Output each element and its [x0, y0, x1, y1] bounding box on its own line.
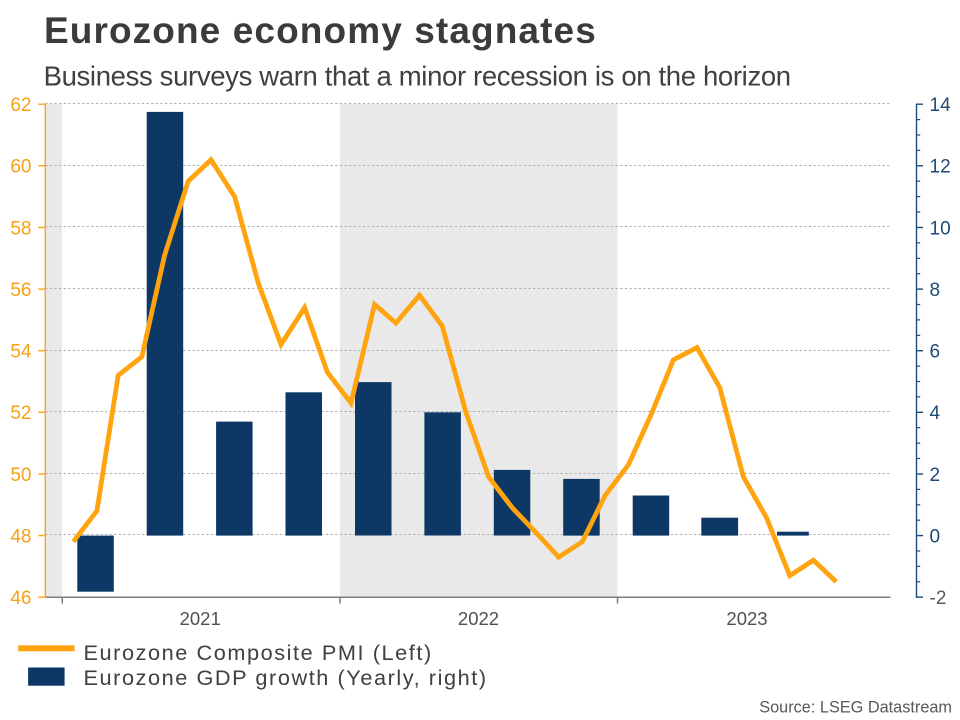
svg-text:Source: LSEG Datastream: Source: LSEG Datastream	[759, 699, 952, 717]
svg-text:2022: 2022	[458, 608, 499, 629]
svg-text:54: 54	[10, 342, 32, 363]
svg-text:60: 60	[10, 157, 31, 178]
svg-text:14: 14	[930, 95, 952, 116]
svg-text:56: 56	[10, 280, 31, 301]
svg-text:Eurozone GDP growth (Yearly, r: Eurozone GDP growth (Yearly, right)	[84, 665, 488, 690]
svg-text:48: 48	[10, 527, 31, 548]
svg-text:-2: -2	[930, 588, 947, 609]
svg-text:12: 12	[930, 157, 951, 178]
svg-text:Eurozone economy stagnates: Eurozone economy stagnates	[44, 10, 597, 51]
svg-text:58: 58	[10, 218, 31, 239]
svg-text:2023: 2023	[726, 608, 767, 629]
svg-text:4: 4	[930, 403, 941, 424]
svg-text:2021: 2021	[180, 608, 221, 629]
svg-text:10: 10	[930, 218, 951, 239]
svg-text:52: 52	[10, 403, 31, 424]
svg-text:6: 6	[930, 342, 941, 363]
svg-text:2: 2	[930, 465, 941, 486]
svg-text:46: 46	[10, 588, 31, 609]
svg-text:62: 62	[10, 95, 31, 116]
svg-text:Business surveys warn that a m: Business surveys warn that a minor reces…	[44, 61, 791, 92]
svg-text:50: 50	[10, 465, 31, 486]
svg-text:0: 0	[930, 527, 941, 548]
svg-text:8: 8	[930, 280, 941, 301]
svg-text:Eurozone Composite PMI (Left): Eurozone Composite PMI (Left)	[84, 640, 433, 665]
